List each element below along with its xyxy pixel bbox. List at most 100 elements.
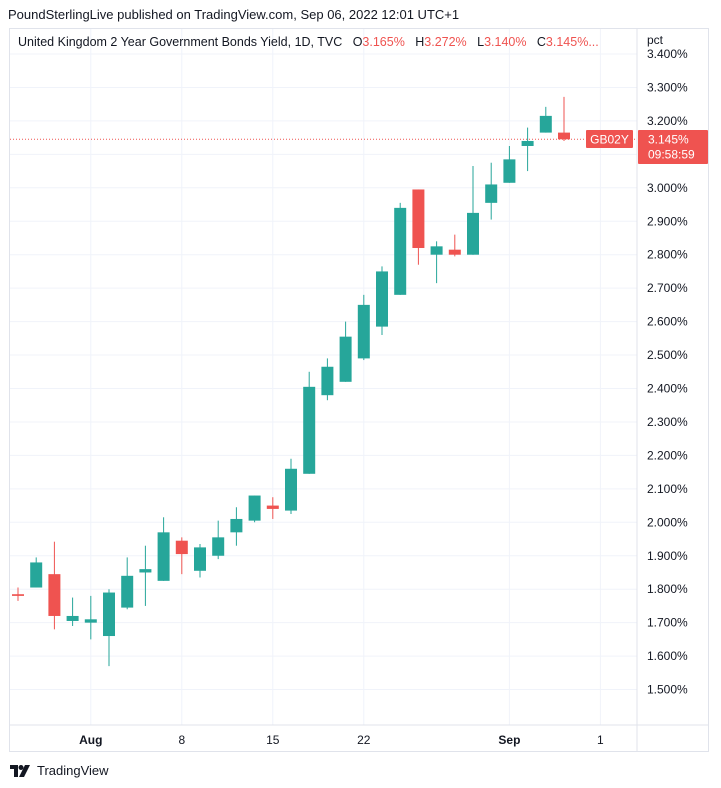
close-label: C [536, 35, 546, 49]
price-tag-countdown: 09:58:59 [648, 148, 695, 162]
y-tick-label: 1.700% [647, 616, 688, 630]
candle[interactable] [194, 544, 206, 578]
last-price-tag[interactable]: 3.145% 09:58:59 [638, 130, 708, 164]
y-tick-label: 2.500% [647, 348, 688, 362]
y-tick-label: 3.000% [647, 181, 688, 195]
y-tick-label: 1.600% [647, 649, 688, 663]
price-tag-value: 3.145% [648, 133, 689, 147]
open-value: 3.165% [362, 35, 405, 49]
candle[interactable] [485, 162, 498, 220]
candle-body [175, 540, 188, 555]
legend-title: United Kingdom 2 Year Government Bonds Y… [18, 35, 343, 49]
candle-body [12, 594, 24, 596]
candle-body [66, 615, 79, 621]
y-tick-label: 2.000% [647, 515, 688, 529]
candle-body [539, 115, 552, 133]
candle-body [339, 336, 352, 382]
low-value: 3.140% [484, 35, 527, 49]
publish-header: PoundSterlingLive published on TradingVi… [8, 7, 460, 22]
axes [10, 29, 709, 751]
candle-body [558, 132, 570, 140]
candle-body [103, 592, 115, 637]
candle-body [376, 271, 388, 327]
candle-body [412, 189, 425, 249]
candle[interactable] [357, 294, 370, 361]
y-tick-label: 1.500% [647, 683, 688, 697]
candle[interactable] [321, 358, 334, 401]
candle-body [321, 366, 334, 396]
candle-body [84, 619, 97, 623]
y-tick-label: 2.100% [647, 482, 688, 496]
y-tick-label: 3.300% [647, 80, 688, 94]
tradingview-logo[interactable]: TradingView [10, 763, 109, 778]
close-value: 3.145%... [545, 35, 599, 49]
candle-body [285, 468, 297, 511]
symbol-tag-label: GB02Y [590, 133, 629, 147]
x-tick-label: 8 [178, 733, 185, 747]
symbol-price-tag[interactable]: GB02Y [586, 130, 633, 148]
y-tick-label: 1.800% [647, 582, 688, 596]
candles [12, 96, 570, 667]
candle[interactable] [394, 202, 407, 295]
y-tick-label: 3.200% [647, 114, 688, 128]
candle[interactable] [558, 96, 570, 141]
candle[interactable] [448, 234, 461, 257]
low-label: L [477, 35, 485, 49]
candle[interactable] [339, 321, 352, 382]
ohlc-legend: United Kingdom 2 Year Government Bonds Y… [18, 35, 599, 49]
candle[interactable] [376, 266, 388, 335]
candle[interactable] [539, 106, 552, 133]
candle-body [503, 159, 516, 183]
x-tick-label: 15 [266, 733, 280, 747]
candle[interactable] [103, 589, 115, 667]
open-label: O [352, 35, 363, 49]
x-tick-label: Sep [498, 733, 520, 747]
candle-body [266, 505, 279, 509]
candle-body [430, 246, 443, 255]
tradingview-brand-text: TradingView [37, 763, 109, 778]
y-tick-label: 2.300% [647, 415, 688, 429]
candle[interactable] [430, 241, 443, 284]
high-label: H [415, 35, 425, 49]
candle-body [394, 207, 407, 295]
candle[interactable] [412, 189, 425, 265]
candle[interactable] [303, 371, 316, 474]
y-tick-label: 2.200% [647, 448, 688, 462]
x-tick-label: Aug [79, 733, 102, 747]
candle[interactable] [66, 597, 79, 626]
candle[interactable] [212, 520, 225, 560]
candle-body [212, 537, 225, 556]
candle-body [521, 140, 534, 146]
chart-panel[interactable] [9, 28, 709, 752]
candle[interactable] [12, 587, 24, 601]
candle[interactable] [139, 545, 152, 606]
candle[interactable] [467, 166, 479, 255]
y-tick-label: 2.900% [647, 214, 688, 228]
candle-body [485, 184, 498, 203]
candle-body [194, 547, 206, 571]
candle-body [248, 495, 261, 521]
y-axis-unit-label: pct [647, 33, 664, 47]
y-tick-label: 1.900% [647, 549, 688, 563]
candle[interactable] [48, 541, 61, 630]
candle[interactable] [266, 497, 279, 519]
candle[interactable] [84, 595, 97, 640]
candle-body [121, 575, 134, 608]
candle[interactable] [121, 557, 134, 610]
candle[interactable] [157, 517, 170, 581]
candle-body [448, 249, 461, 255]
candle[interactable] [30, 557, 43, 588]
candle-body [357, 304, 370, 359]
candle[interactable] [521, 127, 534, 172]
price-tag-background [638, 130, 708, 164]
high-value: 3.272% [424, 35, 467, 49]
candle-body [303, 386, 316, 474]
x-axis-labels: Aug 8 15 22 Sep 1 [79, 733, 604, 747]
candle[interactable] [230, 507, 243, 546]
candle[interactable] [503, 145, 516, 183]
candle[interactable] [175, 537, 188, 575]
candle[interactable] [285, 458, 297, 514]
y-tick-label: 3.400% [647, 47, 688, 61]
candle[interactable] [248, 495, 261, 523]
